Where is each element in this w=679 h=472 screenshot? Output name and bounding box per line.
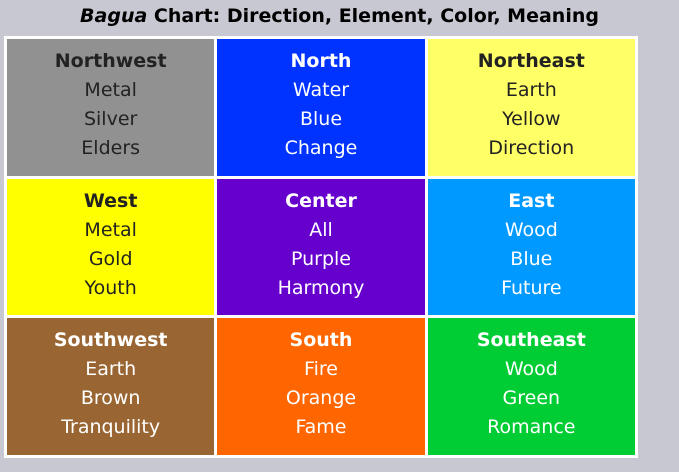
direction-label: North	[290, 50, 352, 72]
meaning-label: Youth	[84, 276, 137, 299]
cell-south: South Fire Orange Fame	[217, 318, 425, 455]
meaning-label: Direction	[488, 137, 575, 159]
element-label: Earth	[85, 358, 137, 381]
cell-east: East Wood Blue Future	[427, 178, 635, 316]
cell-southwest: Southwest Earth Brown Tranquility	[7, 318, 215, 455]
cell-west: West Metal Gold Youth	[7, 178, 215, 316]
cell-center: Center All Purple Harmony	[217, 178, 425, 316]
direction-label: West	[83, 189, 138, 212]
meaning-label: Romance	[487, 416, 576, 439]
element-label: Wood	[504, 218, 558, 241]
direction-label: East	[508, 189, 555, 212]
title-rest: Chart: Direction, Element, Color, Meanin…	[147, 5, 599, 27]
meaning-label: Fame	[295, 416, 347, 439]
color-label: Green	[502, 387, 561, 410]
bagua-grid: Northwest Metal Silver Elders North Wate…	[4, 36, 638, 458]
direction-label: Southwest	[53, 329, 168, 352]
element-label: Water	[292, 79, 350, 101]
meaning-label: Change	[284, 137, 358, 159]
element-label: Metal	[84, 218, 137, 241]
meaning-label: Harmony	[277, 276, 365, 299]
meaning-label: Future	[501, 276, 562, 299]
color-label: Yellow	[502, 108, 561, 130]
cell-southeast: Southeast Wood Green Romance	[427, 318, 635, 455]
color-label: Gold	[88, 247, 133, 270]
meaning-label: Elders	[81, 137, 141, 159]
direction-label: Northeast	[477, 50, 585, 72]
chart-title: Bagua Chart: Direction, Element, Color, …	[0, 5, 679, 27]
direction-label: South	[289, 329, 353, 352]
color-label: Orange	[285, 387, 357, 410]
direction-label: Northwest	[54, 50, 167, 72]
cell-northwest: Northwest Metal Silver Elders	[7, 39, 215, 176]
element-label: Metal	[84, 79, 137, 101]
color-label: Silver	[83, 108, 138, 130]
element-label: Fire	[304, 358, 338, 381]
title-italic: Bagua	[80, 5, 148, 27]
color-label: Brown	[80, 387, 141, 410]
cell-north: North Water Blue Change	[217, 39, 425, 176]
direction-label: Southeast	[476, 329, 586, 352]
direction-label: Center	[285, 189, 357, 212]
element-label: Earth	[505, 79, 557, 101]
cell-northeast: Northeast Earth Yellow Direction	[427, 39, 635, 176]
color-label: Purple	[290, 247, 351, 270]
color-label: Blue	[510, 247, 553, 270]
element-label: Wood	[504, 358, 558, 381]
meaning-label: Tranquility	[61, 416, 161, 439]
element-label: All	[309, 218, 333, 241]
color-label: Blue	[299, 108, 343, 130]
